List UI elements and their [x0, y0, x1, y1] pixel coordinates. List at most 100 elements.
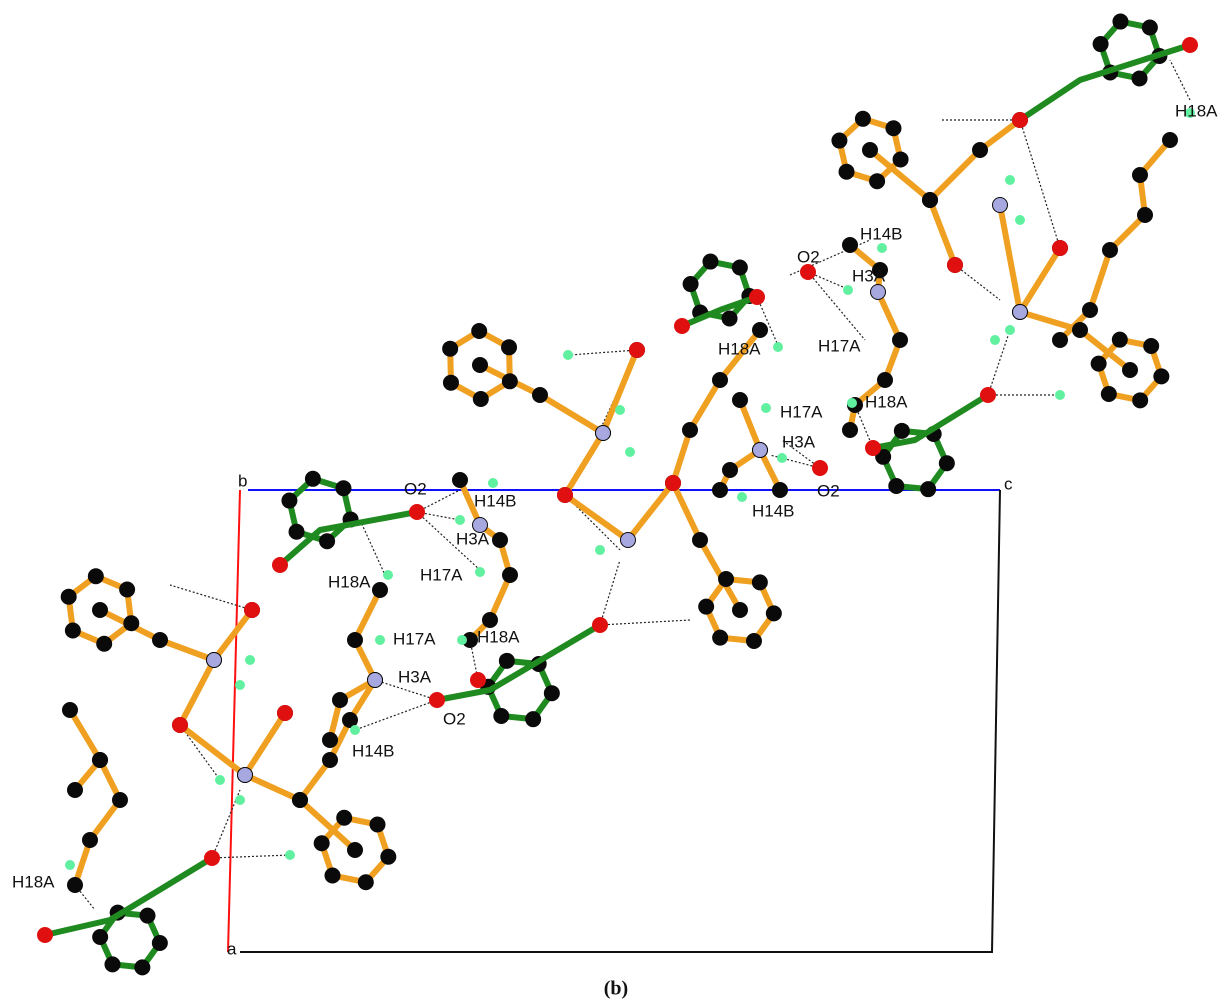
atom	[892, 332, 908, 348]
atom	[1052, 332, 1068, 348]
atom	[525, 711, 541, 727]
atom	[152, 632, 168, 648]
atom	[839, 164, 855, 180]
bond	[480, 350, 637, 433]
atom	[712, 482, 728, 498]
atom	[544, 685, 560, 701]
atom	[324, 867, 340, 883]
atom	[1072, 322, 1088, 338]
atom	[368, 673, 382, 687]
atom	[272, 557, 288, 573]
atom	[96, 636, 112, 652]
atom	[947, 257, 963, 273]
atom	[488, 478, 498, 488]
atom	[457, 635, 467, 645]
atom	[1015, 215, 1025, 225]
atom	[482, 612, 498, 628]
atom	[172, 717, 188, 733]
atom	[350, 725, 360, 735]
atom	[380, 849, 396, 865]
atom	[429, 692, 445, 708]
atom	[452, 472, 468, 488]
atom	[470, 672, 486, 688]
atom	[621, 533, 635, 547]
atom-label: H14B	[474, 491, 517, 510]
atom	[532, 387, 548, 403]
atom	[752, 574, 768, 590]
atom	[65, 623, 81, 639]
atom	[737, 492, 747, 502]
atom	[67, 877, 83, 893]
atom	[499, 653, 515, 669]
crystal-packing-figure: b c a (b) H18AH14BO2H3AH18AH17AH17AH18AH…	[0, 0, 1232, 1007]
atom	[761, 403, 771, 413]
atom	[502, 373, 518, 389]
atom	[563, 350, 573, 360]
atom	[1122, 362, 1138, 378]
atom	[1005, 325, 1015, 335]
atom	[922, 192, 938, 208]
atom	[993, 198, 1007, 212]
contact	[355, 700, 437, 730]
contact	[570, 350, 637, 355]
atom	[370, 817, 386, 833]
atom	[831, 133, 847, 149]
atom-label: O2	[797, 247, 820, 266]
atom	[865, 440, 881, 456]
atom	[746, 633, 762, 649]
atom	[1112, 14, 1128, 30]
bond	[100, 610, 252, 660]
atom	[88, 568, 104, 584]
atom	[289, 524, 305, 540]
atom	[215, 775, 225, 785]
atom	[235, 795, 245, 805]
atom	[475, 567, 485, 577]
atom	[773, 342, 783, 352]
atom-label: H18A	[865, 392, 908, 411]
atom	[972, 142, 988, 158]
atom	[683, 276, 699, 292]
atom	[842, 237, 858, 253]
atom	[595, 545, 605, 555]
atom	[990, 335, 1000, 345]
bond	[930, 120, 1020, 200]
atom	[285, 850, 295, 860]
atom	[712, 372, 728, 388]
atom	[493, 708, 509, 724]
atom	[629, 342, 645, 358]
atom	[1012, 112, 1028, 128]
atom	[473, 391, 489, 407]
atom	[492, 532, 508, 548]
atom	[152, 935, 168, 951]
molecules	[37, 14, 1198, 976]
atom	[698, 599, 714, 615]
atom	[1013, 305, 1027, 319]
atom	[472, 357, 488, 373]
atom	[501, 339, 517, 355]
atom-label: H14B	[860, 224, 903, 243]
atom	[1132, 70, 1148, 86]
atom-label: H17A	[818, 336, 861, 355]
atom	[772, 482, 788, 498]
atom	[82, 832, 98, 848]
atom	[877, 243, 887, 253]
atom	[692, 532, 708, 548]
atom	[347, 842, 363, 858]
atom	[615, 405, 625, 415]
atom-label: H14B	[352, 741, 395, 760]
atom	[67, 782, 83, 798]
atom	[92, 602, 108, 618]
atom	[596, 426, 610, 440]
atom	[920, 481, 936, 497]
atom	[1142, 20, 1158, 36]
contact	[600, 620, 690, 625]
atom	[104, 956, 120, 972]
atom-label: O2	[404, 479, 427, 498]
atom	[61, 589, 77, 605]
bond	[1060, 140, 1170, 340]
atom-label: H18A	[1175, 101, 1218, 120]
atom	[62, 702, 78, 718]
atom	[888, 478, 904, 494]
atom	[682, 422, 698, 438]
axis-label: b	[238, 471, 247, 490]
